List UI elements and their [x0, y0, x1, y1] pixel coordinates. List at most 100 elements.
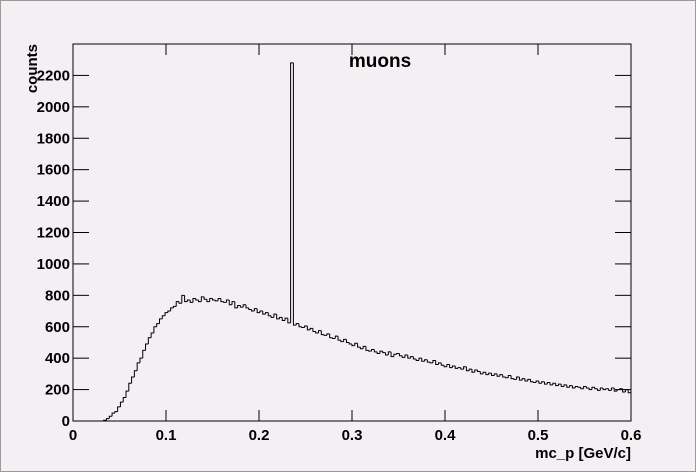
- histogram-bin: [610, 387, 615, 391]
- histogram-bin: [435, 360, 439, 365]
- y-tick-label: 1200: [37, 225, 70, 242]
- histogram-bin: [337, 336, 341, 341]
- histogram-bin: [549, 382, 553, 386]
- histogram-bin: [429, 362, 433, 364]
- histogram-bin: [608, 388, 612, 391]
- histogram-bin: [287, 318, 291, 324]
- histogram-bin: [474, 369, 478, 373]
- histogram-bin: [200, 296, 205, 302]
- histogram-bin: [412, 356, 417, 360]
- histogram-bin: [591, 386, 595, 390]
- histogram-bin: [334, 335, 339, 339]
- histogram-bin: [410, 356, 414, 359]
- histogram-bin: [223, 301, 227, 303]
- histogram-bin: [605, 388, 609, 390]
- histogram-bin: [491, 373, 495, 376]
- histogram-bin: [164, 312, 168, 316]
- histogram-bin: [239, 305, 244, 308]
- histogram-bin: [627, 389, 632, 421]
- histogram-bin: [482, 371, 486, 374]
- histogram-bin: [379, 350, 383, 354]
- histogram-bin: [357, 343, 361, 348]
- histogram-bin: [468, 368, 472, 371]
- histogram-bin: [552, 382, 556, 385]
- histogram-bin: [131, 376, 135, 384]
- histogram-bin: [276, 314, 280, 320]
- x-tick-label: 0.6: [621, 427, 642, 444]
- histogram-bin: [504, 377, 509, 379]
- histogram-bin: [203, 296, 207, 300]
- histogram-bin: [248, 307, 252, 310]
- histogram-bin: [440, 362, 445, 366]
- histogram-bin: [267, 312, 272, 317]
- histogram-bin: [499, 374, 503, 377]
- histogram-bin: [158, 318, 163, 324]
- histogram-bin: [206, 299, 210, 303]
- histogram-bin: [323, 334, 327, 336]
- histogram-bin: [198, 300, 202, 303]
- histogram-bin: [479, 371, 484, 375]
- histogram-bin: [318, 330, 322, 334]
- histogram-bin: [373, 349, 378, 353]
- histogram-bin: [237, 305, 241, 308]
- histogram-bin: [153, 326, 157, 334]
- histogram-bin: [351, 344, 355, 347]
- histogram-bin: [119, 401, 124, 407]
- histogram-bin: [532, 381, 537, 384]
- histogram-bin: [312, 328, 316, 332]
- histogram-bin: [518, 377, 523, 381]
- histogram-bin: [270, 315, 274, 318]
- histogram-bin: [259, 310, 263, 313]
- histogram-bin: [496, 373, 500, 377]
- histogram-bin: [580, 387, 584, 390]
- histogram-bin: [295, 323, 299, 326]
- x-tick-label: 0.3: [342, 427, 363, 444]
- histogram-bin: [602, 388, 606, 391]
- histogram-bin: [251, 309, 255, 312]
- histogram-bin: [278, 316, 283, 319]
- y-tick-label: 0: [62, 413, 70, 430]
- histogram-bin: [170, 307, 174, 312]
- histogram-bin: [290, 62, 294, 323]
- histogram-bin: [421, 358, 425, 362]
- histogram-bin: [382, 351, 386, 354]
- histogram-bin: [189, 300, 193, 303]
- histogram-bin: [265, 312, 269, 315]
- histogram-bin: [368, 350, 372, 352]
- y-tick-label: 1400: [37, 193, 70, 210]
- histogram-bin: [437, 362, 442, 365]
- histogram-bin: [527, 378, 531, 381]
- histogram-bin: [172, 305, 177, 308]
- x-tick-label: 0.5: [528, 427, 549, 444]
- histogram-bin: [457, 367, 461, 369]
- histogram-bin: [340, 340, 344, 343]
- y-tick-label: 1800: [37, 130, 70, 147]
- histogram-bin: [544, 381, 548, 385]
- histogram-bin: [530, 379, 534, 383]
- histogram-bin: [624, 389, 629, 392]
- histogram-bin: [588, 388, 592, 391]
- histogram-bin: [557, 383, 562, 386]
- histogram-bin: [622, 388, 626, 393]
- histogram-bin: [384, 352, 389, 356]
- histogram-bin: [418, 357, 422, 361]
- histogram-bin: [571, 385, 576, 389]
- histogram-bin: [145, 343, 149, 351]
- histogram-bin: [426, 359, 431, 363]
- histogram-bin: [228, 300, 233, 306]
- histogram-bin: [546, 382, 551, 385]
- y-tick-label: 200: [45, 382, 70, 399]
- histogram-bin: [451, 365, 456, 368]
- histogram-bin: [502, 374, 506, 378]
- histogram-bin: [156, 323, 160, 327]
- histogram-bin: [619, 388, 623, 390]
- x-tick-label: 0: [69, 427, 77, 444]
- x-tick-label: 0.1: [156, 427, 177, 444]
- y-tick-label: 2200: [37, 67, 70, 84]
- histogram-bin: [404, 354, 408, 358]
- histogram-bin: [510, 375, 514, 380]
- histogram-bin: [507, 374, 512, 378]
- histogram-bin: [613, 388, 618, 392]
